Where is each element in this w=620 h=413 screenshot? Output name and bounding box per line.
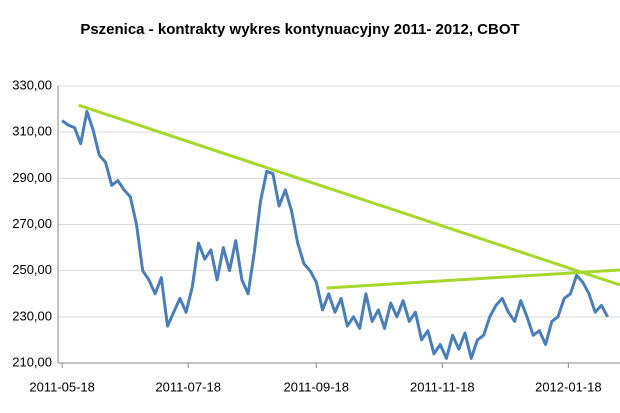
y-tick-label: 270,00	[12, 216, 52, 231]
trend-line	[78, 103, 620, 287]
x-tick-label: 2011-11-18	[410, 379, 475, 394]
series-line	[61, 109, 609, 360]
x-tick-label: 2012-01-18	[535, 379, 602, 394]
y-tick-label: 330,00	[12, 77, 52, 92]
y-tick-label: 210,00	[12, 354, 52, 369]
x-tick-label: 2011-09-18	[283, 379, 349, 394]
x-tick-label: 2011-05-18	[29, 379, 95, 394]
y-tick-label: 310,00	[12, 124, 52, 139]
x-tick-label: 2011-07-18	[155, 379, 221, 394]
trend-line	[326, 268, 620, 290]
y-tick-label: 250,00	[12, 262, 52, 277]
y-tick-label: 290,00	[12, 170, 52, 185]
y-tick-label: 230,00	[12, 308, 52, 323]
chart-title: Pszenica - kontrakty wykres kontynuacyjn…	[80, 21, 519, 38]
